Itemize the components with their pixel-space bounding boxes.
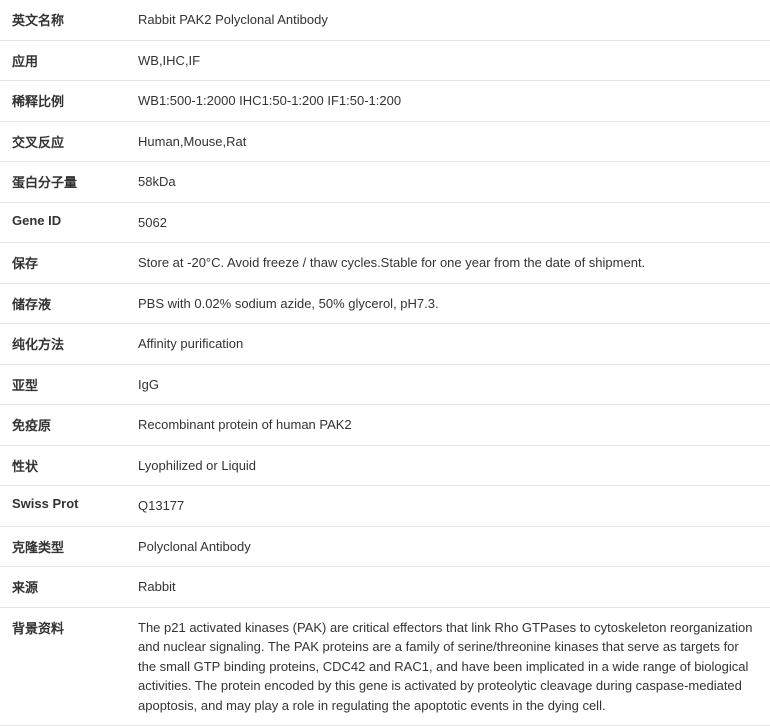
table-row: 克隆类型Polyclonal Antibody xyxy=(0,526,770,567)
table-row: 蛋白分子量58kDa xyxy=(0,162,770,203)
table-row: 稀释比例WB1:500-1:2000 IHC1:50-1:200 IF1:50-… xyxy=(0,81,770,122)
spec-value: Rabbit xyxy=(130,567,770,608)
table-row: 背景资料The p21 activated kinases (PAK) are … xyxy=(0,607,770,726)
spec-value: Store at -20°C. Avoid freeze / thaw cycl… xyxy=(130,243,770,284)
table-row: 交叉反应Human,Mouse,Rat xyxy=(0,121,770,162)
table-row: 应用WB,IHC,IF xyxy=(0,40,770,81)
table-row: 保存Store at -20°C. Avoid freeze / thaw cy… xyxy=(0,243,770,284)
table-row: 免疫原Recombinant protein of human PAK2 xyxy=(0,405,770,446)
product-spec-table: 英文名称Rabbit PAK2 Polyclonal Antibody应用WB,… xyxy=(0,0,770,726)
spec-value: WB1:500-1:2000 IHC1:50-1:200 IF1:50-1:20… xyxy=(130,81,770,122)
spec-label: 来源 xyxy=(0,567,130,608)
table-row: 来源Rabbit xyxy=(0,567,770,608)
spec-value: Rabbit PAK2 Polyclonal Antibody xyxy=(130,0,770,40)
spec-value: The p21 activated kinases (PAK) are crit… xyxy=(130,607,770,726)
spec-value: 58kDa xyxy=(130,162,770,203)
table-row: 纯化方法Affinity purification xyxy=(0,324,770,365)
spec-tbody: 英文名称Rabbit PAK2 Polyclonal Antibody应用WB,… xyxy=(0,0,770,726)
spec-value: PBS with 0.02% sodium azide, 50% glycero… xyxy=(130,283,770,324)
spec-value: IgG xyxy=(130,364,770,405)
spec-label: 克隆类型 xyxy=(0,526,130,567)
spec-label: 蛋白分子量 xyxy=(0,162,130,203)
spec-label: 亚型 xyxy=(0,364,130,405)
spec-label: Gene ID xyxy=(0,202,130,243)
spec-value: Lyophilized or Liquid xyxy=(130,445,770,486)
spec-label: 交叉反应 xyxy=(0,121,130,162)
spec-label: 英文名称 xyxy=(0,0,130,40)
table-row: 亚型IgG xyxy=(0,364,770,405)
spec-label: 纯化方法 xyxy=(0,324,130,365)
spec-value: Human,Mouse,Rat xyxy=(130,121,770,162)
table-row: 性状Lyophilized or Liquid xyxy=(0,445,770,486)
table-row: 储存液PBS with 0.02% sodium azide, 50% glyc… xyxy=(0,283,770,324)
spec-label: 免疫原 xyxy=(0,405,130,446)
spec-value: Polyclonal Antibody xyxy=(130,526,770,567)
spec-label: 背景资料 xyxy=(0,607,130,726)
spec-value: Q13177 xyxy=(130,486,770,527)
table-row: Swiss ProtQ13177 xyxy=(0,486,770,527)
spec-label: Swiss Prot xyxy=(0,486,130,527)
spec-label: 性状 xyxy=(0,445,130,486)
spec-value: Affinity purification xyxy=(130,324,770,365)
spec-label: 应用 xyxy=(0,40,130,81)
spec-value: 5062 xyxy=(130,202,770,243)
spec-value: Recombinant protein of human PAK2 xyxy=(130,405,770,446)
table-row: 英文名称Rabbit PAK2 Polyclonal Antibody xyxy=(0,0,770,40)
spec-label: 储存液 xyxy=(0,283,130,324)
spec-value: WB,IHC,IF xyxy=(130,40,770,81)
spec-label: 稀释比例 xyxy=(0,81,130,122)
spec-label: 保存 xyxy=(0,243,130,284)
table-row: Gene ID5062 xyxy=(0,202,770,243)
